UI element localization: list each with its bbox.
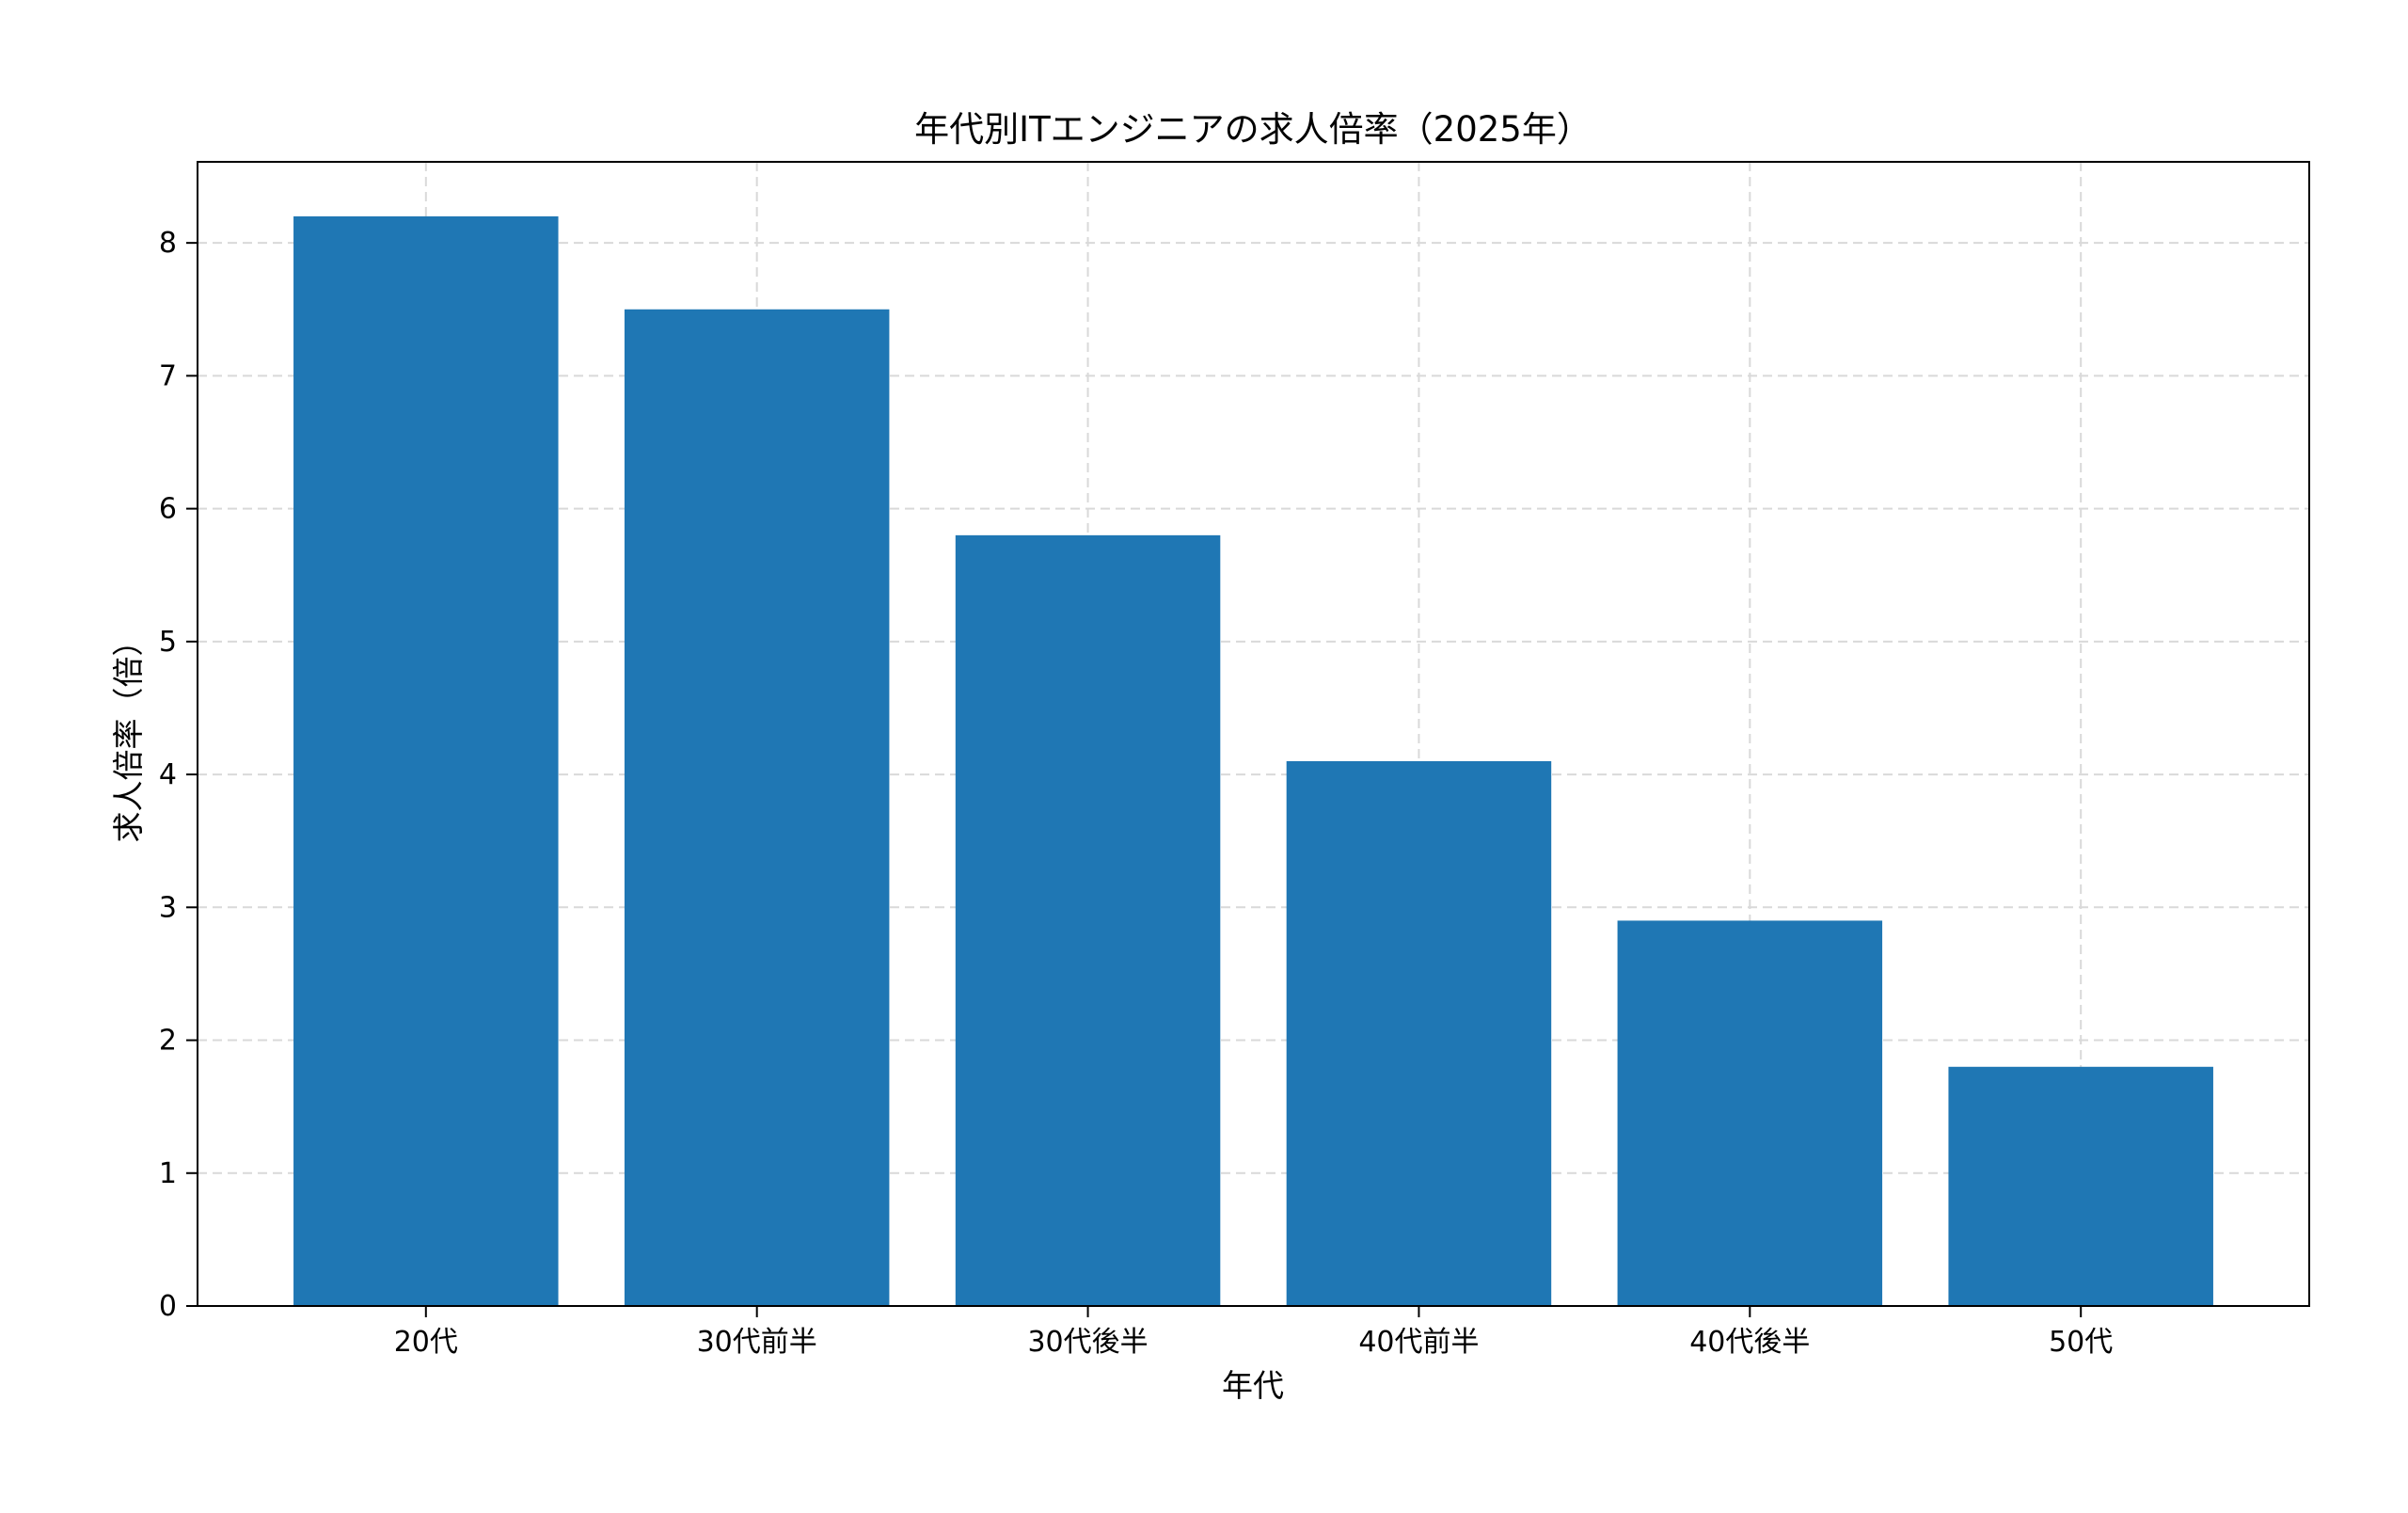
x-tick-label: 40代後半 [1689, 1326, 1810, 1359]
bar-3 [955, 534, 1221, 1306]
y-tick-label: 8 [159, 227, 177, 260]
plot-frame [197, 161, 2310, 1307]
y-tick-label: 2 [159, 1025, 177, 1058]
x-axis: 20代 30代前半 30代後半 40代前半 40代後半 50代 [394, 1306, 2113, 1359]
y-tick-label: 3 [159, 891, 177, 924]
y-tick-label: 7 [159, 359, 177, 392]
y-axis-label: 求人倍率（倍） [110, 626, 147, 843]
bar-6 [1948, 1066, 2213, 1306]
chart-title: 年代別ITエンジニアの求人倍率（2025年） [914, 109, 1592, 150]
y-tick-label: 5 [159, 626, 177, 659]
bar-layer [293, 215, 2213, 1306]
y-tick-label: 0 [159, 1290, 177, 1323]
bar-1 [293, 215, 559, 1306]
x-axis-label: 年代 [1222, 1367, 1284, 1404]
bar-4 [1286, 760, 1552, 1306]
y-tick-label: 4 [159, 758, 177, 791]
x-tick-label: 30代後半 [1027, 1326, 1148, 1359]
x-tick-label: 30代前半 [697, 1326, 817, 1359]
y-tick-label: 6 [159, 493, 177, 526]
y-tick-label: 1 [159, 1157, 177, 1190]
bar-2 [624, 309, 890, 1306]
bar-5 [1617, 920, 1883, 1306]
x-tick-label: 20代 [394, 1326, 458, 1359]
x-tick-label: 40代前半 [1358, 1326, 1479, 1359]
y-axis: 0 1 2 3 4 5 6 7 8 [159, 227, 198, 1323]
x-tick-label: 50代 [2049, 1326, 2113, 1359]
